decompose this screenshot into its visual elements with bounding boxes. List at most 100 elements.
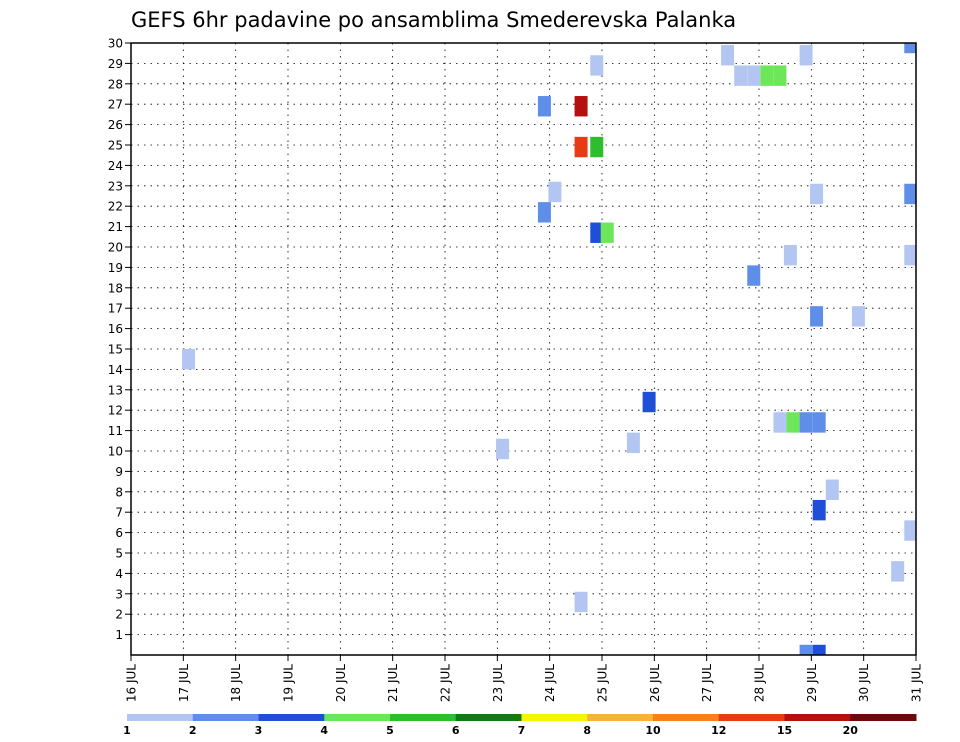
precip-cell xyxy=(721,45,735,66)
y-tick-label: 9 xyxy=(115,465,123,479)
precip-cell xyxy=(537,202,551,223)
precip-cell xyxy=(496,438,510,460)
colorbar-swatch xyxy=(324,714,391,721)
x-tick-label: 30 JUL xyxy=(857,664,871,702)
colorbar-swatch xyxy=(521,714,588,721)
precip-cell xyxy=(851,306,865,327)
precip-cell xyxy=(734,65,748,86)
y-tick-label: 27 xyxy=(108,98,123,112)
y-tick-label: 18 xyxy=(108,281,123,295)
precip-cell xyxy=(799,412,813,433)
colorbar-label: 10 xyxy=(645,724,661,737)
y-tick-label: 14 xyxy=(108,363,123,377)
y-tick-label: 21 xyxy=(108,220,123,234)
precip-cell xyxy=(812,499,826,521)
y-tick-label: 13 xyxy=(108,383,123,397)
colorbar-legend: 1 2 3 4 5 6 7 8 10 12 15 20 xyxy=(123,714,917,737)
colorbar-swatch xyxy=(390,714,457,721)
x-axis: 16 JUL 17 JUL 18 JUL 19 JUL 20 JUL 21 JUL 22 J… xyxy=(125,655,924,702)
precip-cell xyxy=(812,644,826,655)
precip-cell xyxy=(773,412,787,433)
precip-cell xyxy=(590,222,604,243)
precip-cell xyxy=(812,412,826,433)
x-tick-label: 18 JUL xyxy=(229,664,243,702)
x-tick-label: 25 JUL xyxy=(596,664,610,702)
colorbar-label: 2 xyxy=(189,724,197,737)
precip-cell xyxy=(904,520,916,541)
colorbar-swatch xyxy=(784,714,851,721)
grid xyxy=(131,42,916,655)
y-tick-label: 3 xyxy=(115,587,123,601)
precip-cell xyxy=(548,181,562,203)
colorbar-label: 1 xyxy=(123,724,131,737)
y-tick-label: 28 xyxy=(108,77,123,91)
precip-cell xyxy=(799,644,813,655)
precip-cell xyxy=(810,183,824,205)
x-tick-label: 29 JUL xyxy=(805,664,819,702)
y-tick-label: 12 xyxy=(108,404,123,418)
y-tick-label: 22 xyxy=(108,200,123,214)
x-tick-label: 28 JUL xyxy=(753,664,767,702)
precip-cell xyxy=(590,55,604,76)
precip-cell xyxy=(747,65,761,86)
x-tick-label: 19 JUL xyxy=(282,664,296,702)
y-tick-label: 16 xyxy=(108,322,123,336)
chart-title: GEFS 6hr padavine po ansamblima Smederev… xyxy=(131,8,736,32)
x-tick-label: 26 JUL xyxy=(648,664,662,702)
y-tick-label: 24 xyxy=(108,159,123,173)
x-tick-label: 23 JUL xyxy=(491,664,505,702)
y-tick-label: 25 xyxy=(108,139,123,153)
precip-cell xyxy=(642,391,656,413)
colorbar-swatch xyxy=(192,714,259,721)
precip-cell xyxy=(825,479,839,500)
precip-cell xyxy=(626,432,640,454)
x-tick-label: 20 JUL xyxy=(334,664,348,702)
y-tick-label: 4 xyxy=(115,567,123,581)
precip-cell xyxy=(786,412,800,433)
precip-cell xyxy=(574,136,588,158)
y-tick-label: 5 xyxy=(115,547,123,561)
precip-cell xyxy=(760,65,774,86)
colorbar-swatch xyxy=(850,714,917,721)
y-axis: 1234567891011121314151617181920212223242… xyxy=(108,37,131,642)
colorbar-swatch xyxy=(653,714,720,721)
precip-cell xyxy=(783,244,797,266)
colorbar-swatch xyxy=(718,714,785,721)
y-tick-label: 2 xyxy=(115,608,123,622)
precip-cell xyxy=(904,183,916,205)
data-cells xyxy=(182,43,916,655)
x-tick-label: 22 JUL xyxy=(439,664,453,702)
colorbar-label: 6 xyxy=(452,724,460,737)
precip-cell xyxy=(590,136,604,158)
precip-cell xyxy=(574,591,588,613)
y-tick-label: 10 xyxy=(108,445,123,459)
precip-cell xyxy=(904,244,916,266)
precip-cell xyxy=(600,222,614,243)
precip-cell xyxy=(773,65,787,86)
y-tick-label: 1 xyxy=(115,628,123,642)
y-tick-label: 8 xyxy=(115,485,123,499)
colorbar-swatch xyxy=(587,714,654,721)
y-tick-label: 7 xyxy=(115,506,123,520)
colorbar-label: 20 xyxy=(843,724,859,737)
colorbar-label: 15 xyxy=(777,724,792,737)
x-tick-label: 24 JUL xyxy=(543,664,557,702)
colorbar-swatch xyxy=(455,714,522,721)
colorbar-label: 12 xyxy=(711,724,726,737)
precip-cell xyxy=(182,349,196,370)
x-tick-label: 17 JUL xyxy=(177,664,191,702)
y-tick-label: 20 xyxy=(108,241,123,255)
y-tick-label: 11 xyxy=(108,424,123,438)
x-tick-label: 16 JUL xyxy=(125,664,139,702)
y-tick-label: 15 xyxy=(108,343,123,357)
x-tick-label: 31 JUL xyxy=(910,664,924,702)
y-tick-label: 30 xyxy=(108,37,123,51)
y-tick-label: 6 xyxy=(115,526,123,540)
precip-cell xyxy=(574,96,588,117)
y-tick-label: 19 xyxy=(108,261,123,275)
colorbar-label: 4 xyxy=(320,724,328,737)
x-tick-label: 27 JUL xyxy=(700,664,714,702)
y-tick-label: 26 xyxy=(108,118,123,132)
precip-cell xyxy=(891,561,905,582)
